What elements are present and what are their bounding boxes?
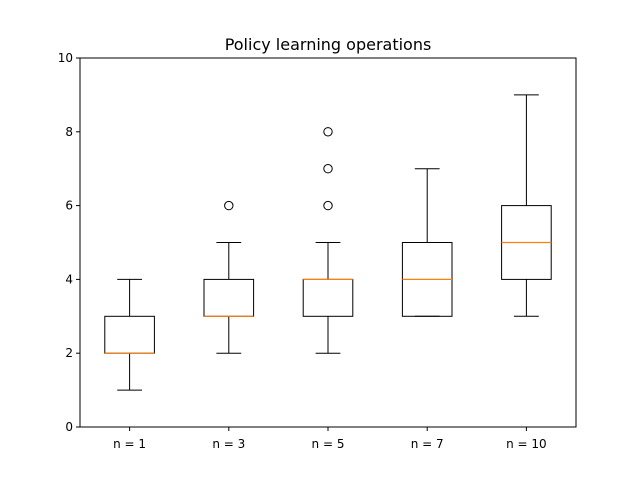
- outlier-point: [323, 127, 333, 137]
- plot-marks: [104, 94, 552, 391]
- box-group-2: [203, 200, 255, 354]
- box-iqr: [104, 315, 155, 354]
- outlier-point: [323, 200, 333, 211]
- x-tick-label: n = 10: [506, 437, 547, 451]
- x-tick-label: n = 3: [212, 437, 245, 451]
- chart-title: Policy learning operations: [225, 35, 432, 54]
- box-iqr: [203, 278, 255, 317]
- x-tick-label: n = 7: [411, 437, 444, 451]
- y-tick-label: 10: [58, 51, 73, 65]
- y-axis: 0 2 4 6 8 10: [58, 51, 80, 434]
- box-group-5: [501, 94, 552, 317]
- y-tick-label: 8: [65, 125, 73, 139]
- box-group-3: [302, 127, 354, 354]
- outlier-point: [224, 200, 234, 211]
- x-axis: n = 1 n = 3 n = 5 n = 7 n = 10: [113, 427, 547, 451]
- box-group-1: [104, 278, 155, 391]
- x-tick-label: n = 5: [312, 437, 345, 451]
- box-group-4: [401, 168, 453, 317]
- y-tick-label: 6: [65, 199, 73, 213]
- x-tick-label: n = 1: [113, 437, 146, 451]
- y-tick-label: 2: [65, 346, 73, 360]
- y-tick-label: 4: [65, 272, 73, 286]
- y-tick-label: 0: [65, 420, 73, 434]
- outlier-point: [323, 164, 333, 174]
- box-iqr: [302, 278, 354, 317]
